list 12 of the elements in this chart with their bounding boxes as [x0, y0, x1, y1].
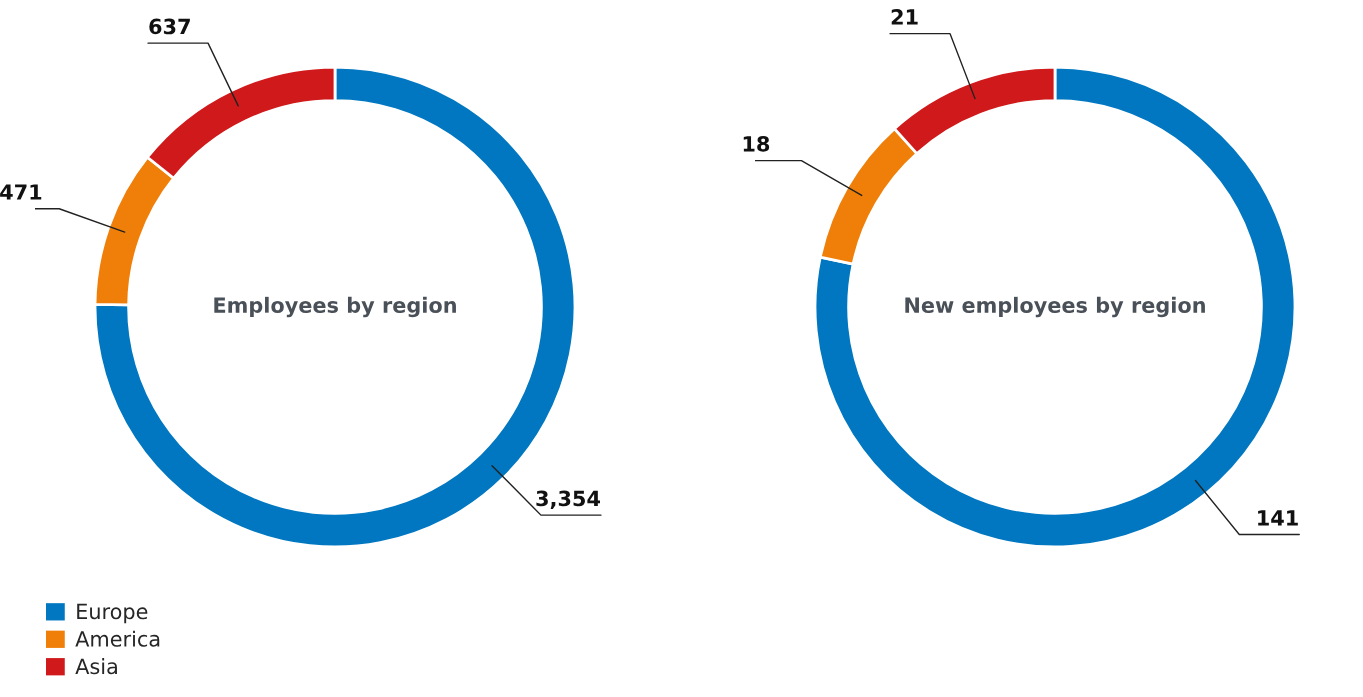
- text: Employees by region: [214, 296, 456, 318]
- data-label: 637: [149, 18, 190, 35]
- legend-label: Europe: [77, 603, 148, 624]
- legend-label: America: [75, 630, 160, 647]
- text: New employees by region: [905, 296, 1205, 318]
- data-label: 3,354: [536, 490, 600, 509]
- legend-label: Asia: [75, 658, 117, 675]
- data-label: 18: [743, 136, 770, 152]
- data-label: 141: [1258, 510, 1298, 526]
- donut-slice: [813, 65, 1297, 549]
- data-label: 21: [891, 9, 918, 25]
- data-label: 471: [0, 184, 42, 200]
